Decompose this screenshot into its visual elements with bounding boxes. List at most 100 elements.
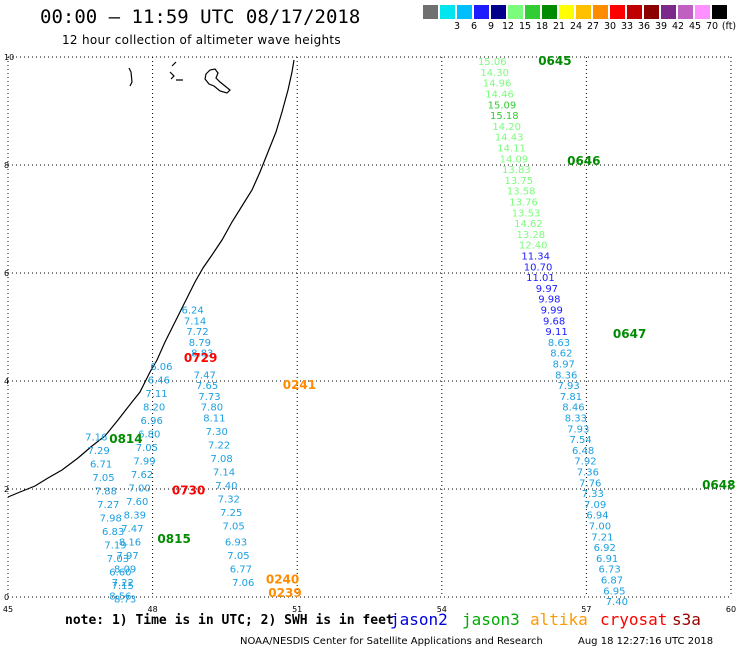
wave-height-value: 7.00: [589, 522, 611, 533]
wave-height-value: 6.83: [102, 527, 124, 538]
wave-height-value: 6.73: [598, 565, 620, 576]
wave-height-value: 7.22: [112, 578, 134, 589]
wave-height-value: 14.20: [492, 122, 521, 133]
wave-height-value: 7.05: [227, 551, 249, 562]
wave-height-value: 14.43: [495, 133, 524, 144]
wave-height-value: 8.20: [143, 403, 165, 414]
colorbar-swatch: [712, 5, 727, 19]
colorbar-swatch: [610, 5, 625, 19]
wave-height-value: 7.97: [116, 551, 138, 562]
satellite-legend-altika: altika: [530, 610, 588, 629]
axis-ticks: 45 48 51 54 57 60 0 2 4 6 8 10: [3, 53, 736, 614]
longitude-tick-label: 57: [581, 605, 591, 614]
wave-height-value: 7.60: [126, 497, 148, 508]
latitude-tick-label: 8: [4, 161, 9, 170]
wave-height-value: 8.73: [114, 594, 136, 605]
wave-height-value: 14.30: [480, 68, 509, 79]
pass-time-label: 0815: [157, 532, 190, 546]
wave-height-value: 7.80: [201, 403, 223, 414]
wave-height-value: 8.56: [109, 592, 131, 603]
wave-height-value: 6.77: [230, 565, 252, 576]
wave-height-value: 7.06: [232, 578, 254, 589]
wave-height-value: 7.72: [186, 327, 208, 338]
socotra-island: [204, 68, 231, 94]
wave-height-value: 13.83: [502, 165, 531, 176]
wave-height-value: 8.46: [562, 403, 584, 414]
colorbar-label: 9: [487, 21, 495, 32]
wave-height-value: 7.16: [85, 432, 107, 443]
wave-height-value: 6.92: [594, 543, 616, 554]
wave-height-value: 6.87: [601, 576, 623, 587]
wave-height-value: 8.11: [203, 414, 225, 425]
colorbar-label: 24: [569, 21, 583, 32]
wave-height-value: 8.16: [119, 538, 141, 549]
wave-height-value: 8.62: [550, 349, 572, 360]
wave-height-value: 7.36: [577, 468, 599, 479]
wave-height-value: 9.11: [545, 327, 567, 338]
wave-height-value: 8.63: [548, 338, 570, 349]
wave-height-value: 8.36: [555, 370, 577, 381]
colorbar-swatch: [576, 5, 591, 19]
longitude-tick-label: 54: [437, 605, 447, 614]
wave-height-value: 7.73: [198, 392, 220, 403]
colorbar-label: 45: [688, 21, 702, 32]
colorbar-swatch: [644, 5, 659, 19]
wave-height-value: 7.11: [145, 389, 167, 400]
wave-height-value: 7.54: [570, 435, 592, 446]
wave-height-value: 6.06: [150, 362, 172, 373]
pass-time-labels: 0645 0646 0647 0648 0729 0241 0814 0730 0815 0240…: [109, 54, 735, 600]
wave-height-value: 6.93: [225, 538, 247, 549]
colorbar-swatch: [559, 5, 574, 19]
wave-height-value: 8.39: [124, 511, 146, 522]
africa-coastline: [7, 59, 295, 498]
wave-height-value: 7.00: [129, 484, 151, 495]
colorbar-label: 3: [453, 21, 461, 32]
wave-height-value: 7.40: [215, 481, 237, 492]
satellite-legend-s3a: s3a: [672, 610, 701, 629]
wave-height-value: 12.40: [519, 241, 548, 252]
colorbar-swatch: [542, 5, 557, 19]
wave-height-value: 7.21: [591, 532, 613, 543]
wave-height-value: 9.97: [536, 284, 558, 295]
wave-height-value: 7.47: [194, 370, 216, 381]
wave-height-value: 7.32: [218, 495, 240, 506]
colorbar-label: 30: [603, 21, 617, 32]
wave-height-value: 6.96: [141, 416, 163, 427]
pass-time-label: 0646: [567, 154, 600, 168]
wave-height-value: 9.68: [543, 316, 565, 327]
colorbar-label: 70: [705, 21, 719, 32]
longitude-tick-label: 45: [3, 605, 13, 614]
wave-height-value: 15.06: [478, 57, 507, 68]
map-subtitle: 12 hour collection of altimeter wave hei…: [62, 33, 341, 47]
wave-height-value: 6.24: [182, 306, 204, 317]
pass-time-label: 0645: [538, 54, 571, 68]
wave-height-value: 7.99: [133, 457, 155, 468]
wave-height-value: 6.60: [109, 567, 131, 578]
colorbar-swatch: [474, 5, 489, 19]
colorbar-swatch: [695, 5, 710, 19]
wave-height-value: 7.93: [557, 381, 579, 392]
wave-height-value: 6.80: [138, 430, 160, 441]
coastline: [7, 59, 295, 498]
colorbar-swatch: [627, 5, 642, 19]
wave-height-value: 7.30: [206, 427, 228, 438]
wave-height-value: 8.33: [565, 414, 587, 425]
pass-time-label: 0239: [268, 586, 301, 600]
pass-time-label: 0730: [172, 483, 205, 497]
wave-height-value: 7.22: [208, 441, 230, 452]
colorbar-swatch: [593, 5, 608, 19]
colorbar-label: 27: [586, 21, 600, 32]
wave-height-value: 13.76: [509, 198, 538, 209]
longitude-tick-label: 60: [726, 605, 736, 614]
colorbar-label: 18: [535, 21, 549, 32]
pass-time-label: 0729: [184, 351, 217, 365]
colorbar-label: 42: [671, 21, 685, 32]
wave-height-value: 14.09: [500, 154, 529, 165]
colorbar-swatch: [525, 5, 540, 19]
wave-height-value: 13.28: [517, 230, 546, 241]
wave-height-value: 14.62: [514, 219, 543, 230]
wave-height-value: 9.99: [541, 306, 563, 317]
colorbar-label: 36: [637, 21, 651, 32]
longitude-tick-label: 51: [292, 605, 302, 614]
colorbar-swatch: [491, 5, 506, 19]
